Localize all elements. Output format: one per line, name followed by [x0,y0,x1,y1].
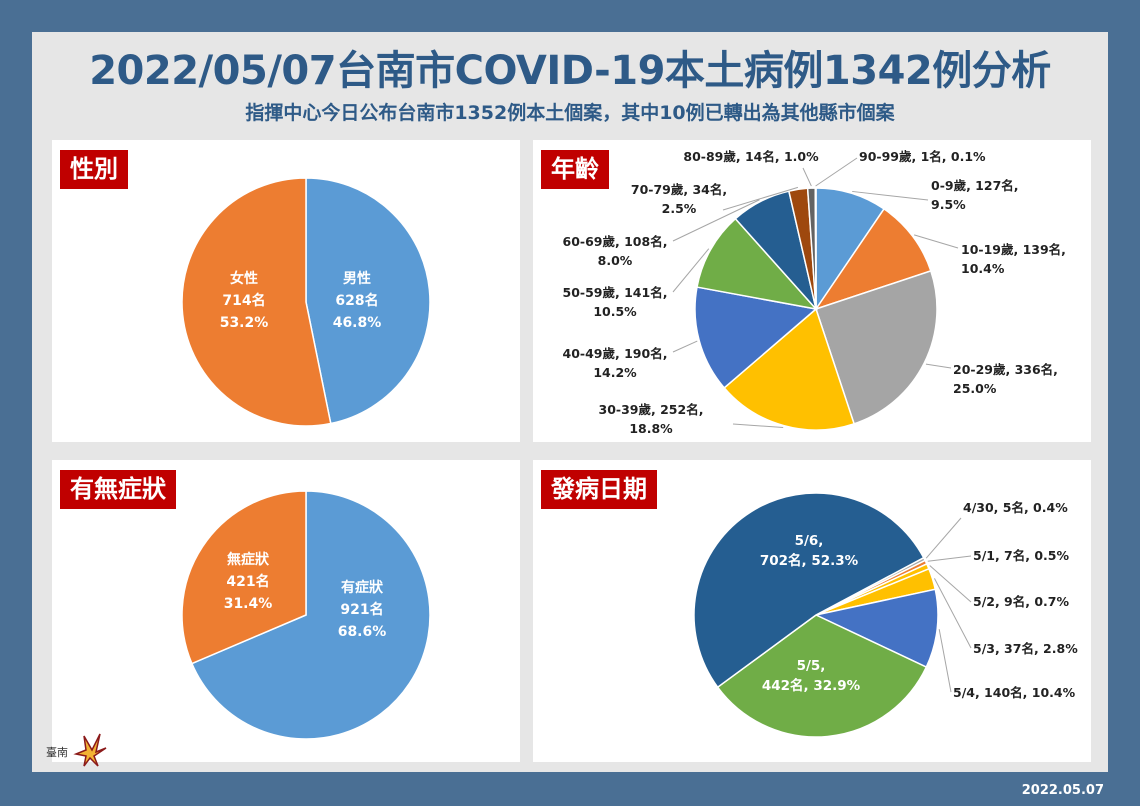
onset-slice-6 [693,492,925,689]
gender-slice-1 [181,177,332,427]
symptom-slice-1 [181,490,307,665]
symptom-card: 有無症狀 有症狀 921名 68.6% 無症狀 421名 31.4% [52,460,520,762]
age-label-9: 90-99歲, 1名, 0.1% [859,149,986,164]
age-label-6: 60-69歲, 108名, 8.0% [563,234,668,268]
age-slice-1 [814,207,932,311]
age-leader-9 [815,157,858,187]
onset-leader-2 [929,565,972,603]
onset-leader-1 [927,555,972,562]
onset-card: 發病日期 4/30, 5名, 0.4% 5/1, 7名, 0.5% 5/2, 9名,… [533,460,1091,762]
onset-label-1: 5/1, 7名, 0.5% [973,548,1070,563]
age-slice-5 [696,217,819,311]
symptom-panel-title: 有無症狀 [60,470,176,509]
age-leader-4 [672,340,698,353]
symptom-label-no: 無症狀 421名 31.4% [224,551,273,612]
onset-label-3: 5/3, 37名, 2.8% [973,641,1078,656]
age-label-3: 30-39歲, 252名, 18.8% [599,402,704,436]
age-pie-chart: 0-9歲, 127名, 9.5% 10-19歲, 139名, 10.4% 20-29歲,… [563,149,1066,436]
onset-leader-3 [934,578,972,649]
onset-leader-4 [938,629,952,693]
gender-panel-title: 性別 [60,150,128,189]
symptom-slice-0 [190,490,431,740]
age-slice-9 [814,187,817,310]
age-label-7: 70-79歲, 34名, 2.5% [631,182,727,216]
onset-label-2: 5/2, 9名, 0.7% [973,594,1070,609]
logo-emblem-icon [73,733,107,767]
age-label-8: 80-89歲, 14名, 1.0% [683,149,819,164]
age-card: 年齡 0-9歲, 127名, 9.5% 10-19歲, 139名, 10.4% 20-2… [533,140,1091,442]
page-subtitle: 指揮中心今日公布台南市1352例本土個案，其中10例已轉出為其他縣市個案 [245,102,895,124]
gender-label-male: 男性 628名 46.8% [333,270,382,331]
age-label-0: 0-9歲, 127名, 9.5% [931,178,1019,212]
symptom-label-yes: 有症狀 921名 68.6% [338,579,387,640]
tainan-city-logo: 臺南 [46,733,107,767]
onset-pie-chart: 4/30, 5名, 0.4% 5/1, 7名, 0.5% 5/2, 9名, 0.7%… [693,492,1078,738]
logo-text: 臺南 [46,745,68,759]
age-slice-3 [723,307,856,431]
age-leader-6 [672,199,760,242]
onset-panel-title: 發病日期 [541,470,657,509]
gender-label-female: 女性 714名 53.2% [220,270,269,331]
age-label-2: 20-29歲, 336名, 25.0% [953,362,1058,396]
age-leader-1 [913,234,959,249]
age-leader-3 [732,423,784,429]
age-leader-8 [802,167,812,187]
onset-slice-5 [716,614,928,738]
gender-card: 性別 男性 628名 46.8% 女性 714名 53.2% [52,140,520,442]
age-panel-title: 年齡 [541,150,609,189]
age-leader-0 [852,190,929,201]
gender-slice-0 [305,177,431,425]
gender-pie-chart: 男性 628名 46.8% 女性 714名 53.2% [181,177,431,427]
symptom-pie-chart: 有症狀 921名 68.6% 無症狀 421名 31.4% [181,490,431,740]
onset-label-4: 5/4, 140名, 10.4% [953,685,1076,700]
footer-date: 2022.05.07 [1021,783,1104,798]
age-leader-2 [925,363,952,369]
page-title: 2022/05/07台南市COVID-19本土病例1342例分析 [89,48,1051,94]
onset-label-5: 5/5, 442名, 32.9% [762,658,861,694]
onset-leader-0 [925,517,962,559]
onset-slice-4 [813,588,939,669]
age-slice-2 [815,269,938,425]
age-leader-7 [722,186,799,211]
age-label-4: 40-49歲, 190名, 14.2% [563,346,668,380]
onset-label-0: 4/30, 5名, 0.4% [963,500,1068,515]
onset-label-6: 5/6, 702名, 52.3% [760,533,859,569]
age-slice-4 [694,286,818,389]
age-leader-5 [672,248,710,293]
age-label-1: 10-19歲, 139名, 10.4% [961,242,1066,276]
age-label-5: 50-59歲, 141名, 10.5% [563,285,668,319]
